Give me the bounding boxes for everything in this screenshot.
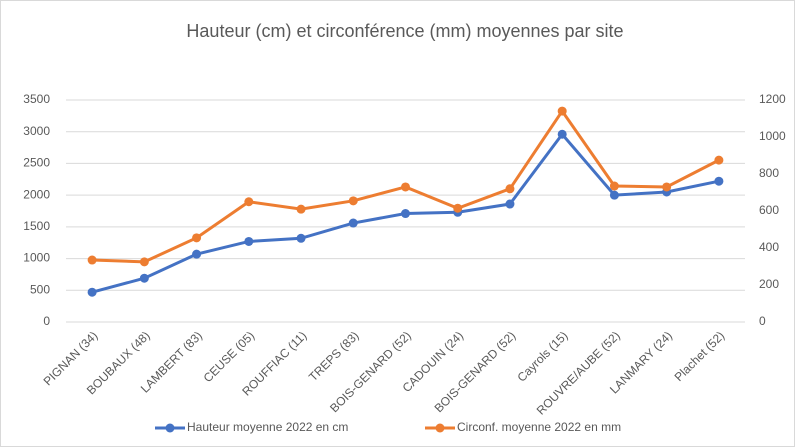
y2-tick-label: 600 [759, 203, 779, 217]
data-point [348, 218, 358, 228]
y2-tick-label: 1200 [759, 92, 786, 106]
y-tick-label: 2000 [23, 187, 50, 201]
y-tick-label: 1500 [23, 219, 50, 233]
legend-marker [435, 423, 445, 433]
data-point [714, 155, 724, 165]
data-point [192, 233, 202, 243]
data-point [244, 236, 254, 246]
data-point [244, 197, 254, 207]
data-point [505, 199, 515, 209]
data-point [348, 196, 358, 206]
data-point [139, 257, 149, 267]
data-point [139, 273, 149, 283]
data-point [714, 176, 724, 186]
data-point [557, 106, 567, 116]
legend-label: Circonf. moyenne 2022 en mm [457, 420, 621, 434]
legend-marker [165, 423, 175, 433]
y-tick-label: 3500 [23, 92, 50, 106]
y2-tick-label: 0 [759, 314, 766, 328]
data-point [87, 255, 97, 265]
data-point [662, 182, 672, 192]
data-point [609, 181, 619, 191]
data-point [296, 204, 306, 214]
data-point [557, 129, 567, 139]
data-point [87, 287, 97, 297]
y2-tick-label: 400 [759, 240, 779, 254]
data-point [609, 190, 619, 200]
data-point [192, 249, 202, 259]
legend-label: Hauteur moyenne 2022 en cm [187, 420, 348, 434]
y-tick-label: 500 [30, 282, 50, 296]
y-tick-label: 0 [43, 314, 50, 328]
y2-tick-label: 800 [759, 166, 779, 180]
data-point [453, 203, 463, 213]
y-tick-label: 1000 [23, 251, 50, 265]
chart-title: Hauteur (cm) et circonférence (mm) moyen… [186, 21, 623, 41]
data-point [401, 209, 410, 219]
y2-tick-label: 1000 [759, 129, 786, 143]
data-point [505, 184, 515, 194]
y2-tick-label: 200 [759, 277, 779, 291]
y-tick-label: 2500 [23, 156, 50, 170]
data-point [401, 182, 410, 192]
data-point [296, 233, 306, 243]
y-tick-label: 3000 [23, 124, 50, 138]
